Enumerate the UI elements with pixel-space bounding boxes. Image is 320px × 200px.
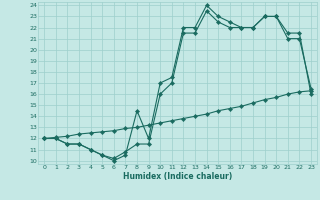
X-axis label: Humidex (Indice chaleur): Humidex (Indice chaleur) bbox=[123, 172, 232, 181]
